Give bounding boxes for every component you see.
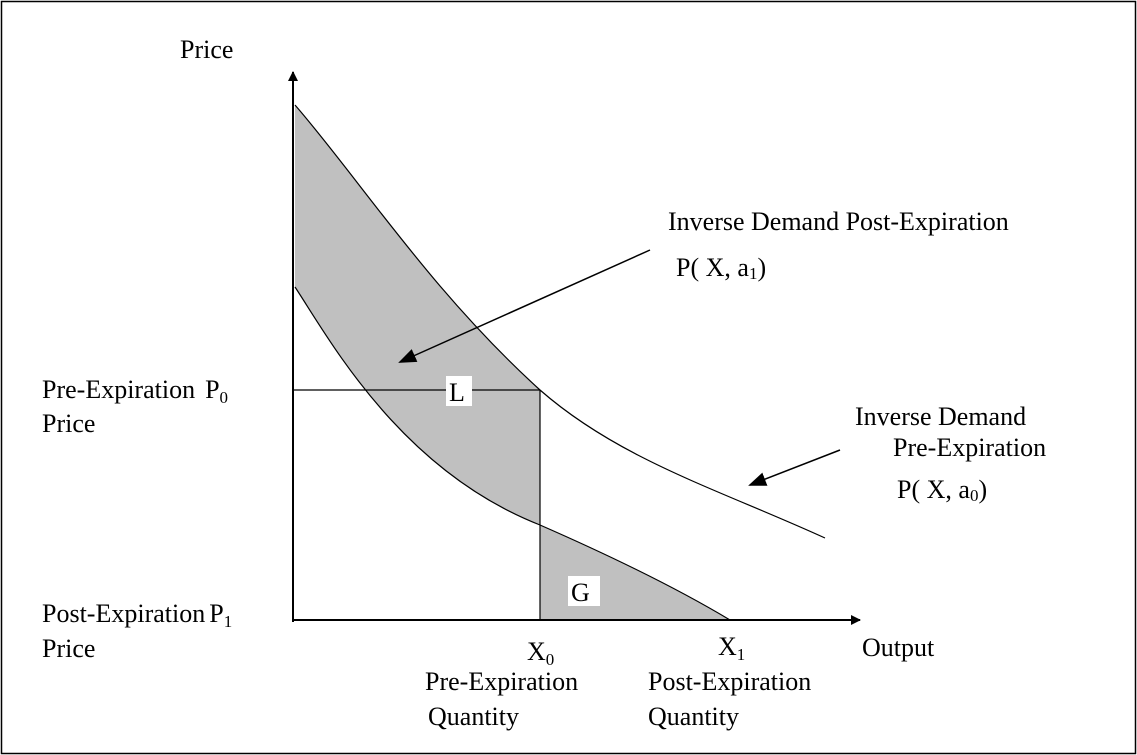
- label: Price: [42, 409, 95, 438]
- y-axis-label: Price: [180, 35, 233, 64]
- label-box: [568, 576, 600, 606]
- text: P( X, a: [897, 475, 970, 504]
- label: X0: [527, 637, 554, 669]
- text: ): [978, 475, 987, 504]
- subscript: 0: [546, 650, 555, 669]
- label: Price: [42, 634, 95, 663]
- x-axis-label: Output: [862, 633, 935, 662]
- label: Quantity: [428, 702, 519, 731]
- label: Pre-Expiration: [425, 667, 578, 696]
- area-label: G: [571, 578, 590, 607]
- pre-demand-curve: [294, 286, 731, 621]
- label: Pre-Expiration P0: [42, 375, 228, 407]
- label: Post-Expiration: [648, 667, 811, 696]
- subscript: 1: [737, 645, 746, 664]
- label-box: [446, 376, 472, 406]
- label: Inverse Demand Post-Expiration: [668, 207, 1009, 236]
- pointer-arrow: [748, 449, 841, 486]
- label: Post-Expiration P1: [42, 599, 232, 631]
- symbol: P: [209, 599, 223, 628]
- area-label: L: [449, 378, 465, 407]
- text: ): [757, 253, 766, 282]
- subscript: 1: [224, 612, 233, 631]
- label: Inverse Demand: [855, 402, 1026, 431]
- formula: P( X, a1): [676, 253, 766, 283]
- subscript: 0: [970, 486, 979, 505]
- loss-area: [295, 105, 540, 525]
- formula: P( X, a0): [897, 475, 987, 505]
- subscript: 1: [749, 264, 758, 283]
- pointer-arrow: [398, 249, 651, 363]
- symbol: P: [205, 375, 219, 404]
- subscript: 0: [220, 388, 229, 407]
- label: Pre-Expiration: [893, 433, 1046, 462]
- symbol: X: [527, 637, 546, 666]
- symbol: X: [718, 632, 737, 661]
- label: Quantity: [648, 702, 739, 731]
- text: Post-Expiration: [42, 599, 205, 628]
- text: P( X, a: [676, 253, 749, 282]
- label: X1: [718, 632, 745, 664]
- text: Pre-Expiration: [42, 375, 195, 404]
